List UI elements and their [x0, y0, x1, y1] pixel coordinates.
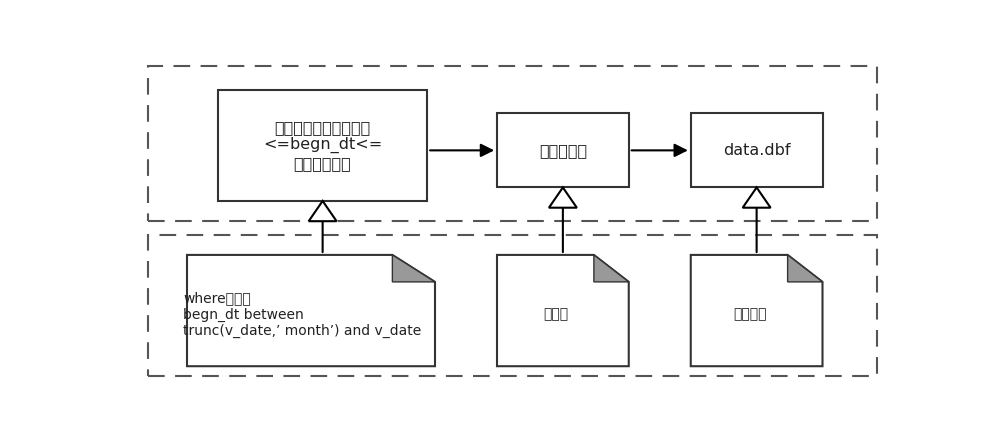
Polygon shape [309, 201, 337, 221]
Text: 数据文件: 数据文件 [733, 307, 766, 321]
Polygon shape [497, 255, 629, 366]
Bar [148, 235, 877, 376]
Polygon shape [594, 255, 629, 282]
Polygon shape [549, 187, 577, 208]
Bar [691, 113, 822, 187]
Bar [497, 113, 629, 187]
Text: data.dbf: data.dbf [723, 143, 790, 158]
Bar [148, 66, 877, 221]
Polygon shape [788, 255, 822, 282]
Text: 所在分区月: 所在分区月 [539, 143, 587, 158]
Bar [218, 90, 427, 201]
Polygon shape [392, 255, 435, 282]
Text: 目标查询时间所在月初
<=begn_dt<=
目标查询时间: 目标查询时间所在月初 <=begn_dt<= 目标查询时间 [263, 120, 382, 171]
Text: where条件：
begn_dt between
trunc(v_date,’ month’) and v_date: where条件： begn_dt between trunc(v_date,’ … [183, 291, 422, 338]
Polygon shape [187, 255, 435, 366]
Polygon shape [691, 255, 822, 366]
Polygon shape [743, 187, 771, 208]
Text: 表空间: 表空间 [543, 307, 568, 321]
